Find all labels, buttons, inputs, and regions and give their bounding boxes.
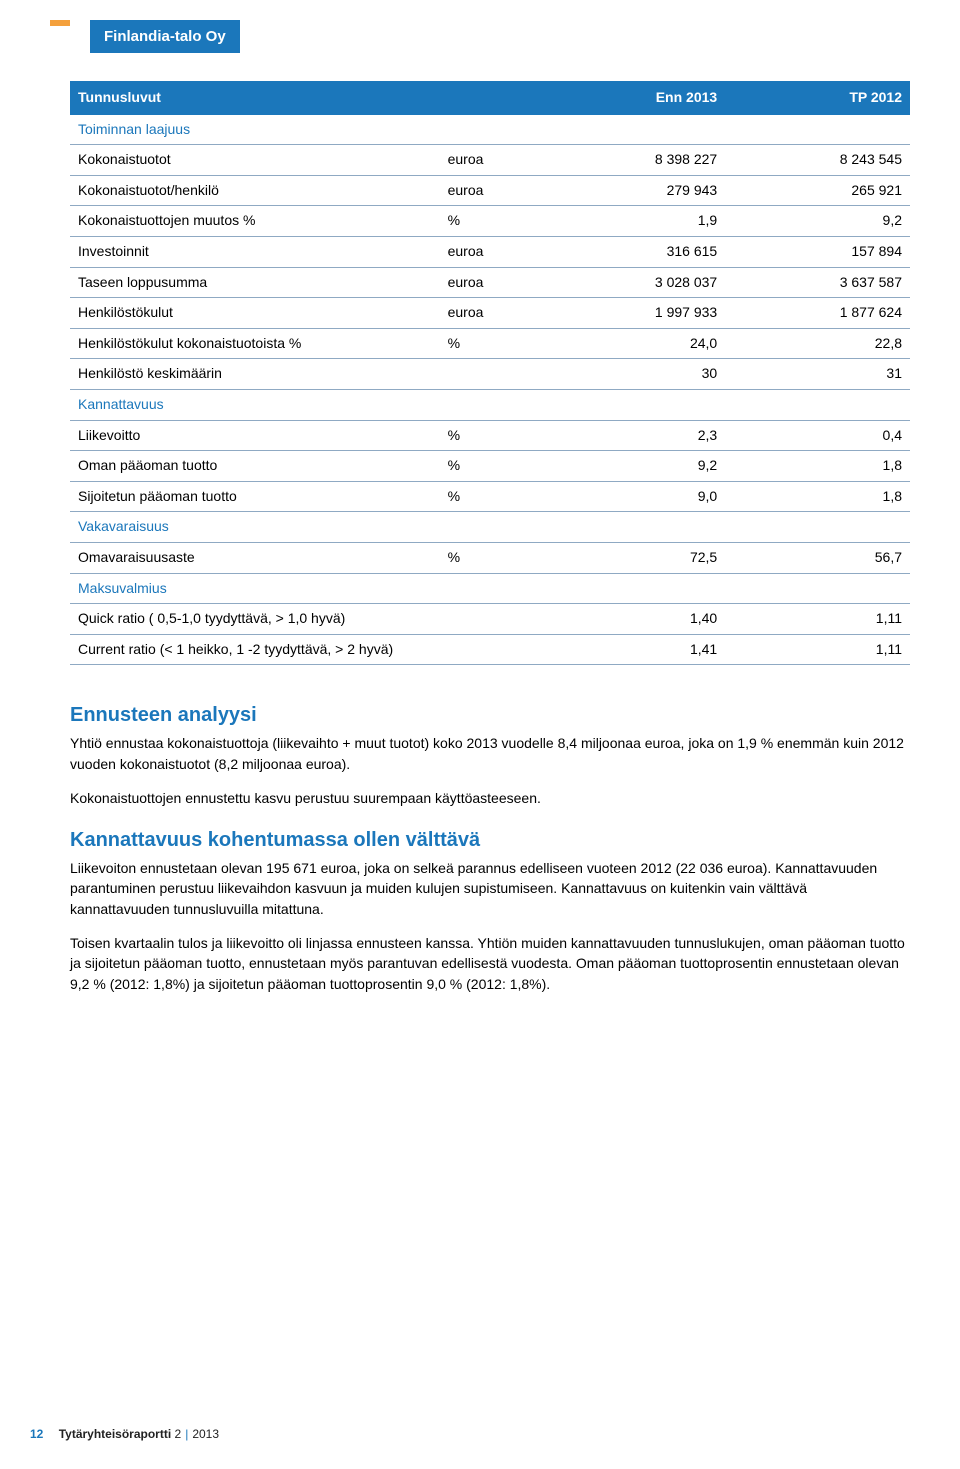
value-enn2013-cell: 72,5 — [540, 542, 725, 573]
metric-cell: Oman pääoman tuotto — [70, 451, 440, 482]
footer-report-title: Tytäryhteisöraportti — [59, 1427, 171, 1441]
unit-cell: euroa — [440, 236, 541, 267]
value-tp2012-cell: 1,8 — [725, 481, 910, 512]
analysis-heading-1: Ennusteen analyysi — [70, 701, 910, 729]
table-row: Liikevoitto%2,30,4 — [70, 420, 910, 451]
table-row: Current ratio (< 1 heikko, 1 -2 tyydyttä… — [70, 634, 910, 665]
unit-cell: % — [440, 451, 541, 482]
accent-bar — [50, 20, 70, 26]
page-footer: 12 Tytäryhteisöraportti 2| 2013 — [30, 1426, 219, 1443]
value-tp2012-cell: 56,7 — [725, 542, 910, 573]
metric-cell: Current ratio (< 1 heikko, 1 -2 tyydyttä… — [70, 634, 440, 665]
unit-cell — [440, 634, 541, 665]
value-tp2012-cell: 1,11 — [725, 634, 910, 665]
unit-cell: euroa — [440, 145, 541, 176]
table-section-title: Toiminnan laajuus — [70, 115, 910, 145]
value-tp2012-cell: 157 894 — [725, 236, 910, 267]
table-section-row: Kannattavuus — [70, 389, 910, 420]
value-enn2013-cell: 279 943 — [540, 175, 725, 206]
unit-cell: % — [440, 542, 541, 573]
value-enn2013-cell: 2,3 — [540, 420, 725, 451]
col-header-unit — [440, 81, 541, 115]
table-section-title: Kannattavuus — [70, 389, 910, 420]
metric-cell: Kokonaistuotot/henkilö — [70, 175, 440, 206]
metric-cell: Taseen loppusumma — [70, 267, 440, 298]
metric-cell: Sijoitetun pääoman tuotto — [70, 481, 440, 512]
table-row: Sijoitetun pääoman tuotto%9,01,8 — [70, 481, 910, 512]
company-header: Finlandia-talo Oy — [90, 20, 240, 53]
footer-year: 2013 — [192, 1427, 219, 1441]
value-tp2012-cell: 1 877 624 — [725, 298, 910, 329]
table-row: Kokonaistuottojen muutos %%1,99,2 — [70, 206, 910, 237]
unit-cell: % — [440, 420, 541, 451]
table-row: Oman pääoman tuotto%9,21,8 — [70, 451, 910, 482]
value-tp2012-cell: 1,8 — [725, 451, 910, 482]
value-tp2012-cell: 22,8 — [725, 328, 910, 359]
value-tp2012-cell: 3 637 587 — [725, 267, 910, 298]
value-enn2013-cell: 8 398 227 — [540, 145, 725, 176]
col-header-enn2013: Enn 2013 — [540, 81, 725, 115]
metric-cell: Omavaraisuusaste — [70, 542, 440, 573]
table-section-title: Vakavaraisuus — [70, 512, 910, 543]
table-row: Henkilöstökulut kokonaistuotoista %%24,0… — [70, 328, 910, 359]
value-tp2012-cell: 1,11 — [725, 604, 910, 635]
table-row: Kokonaistuototeuroa8 398 2278 243 545 — [70, 145, 910, 176]
footer-separator: | — [185, 1427, 188, 1441]
value-enn2013-cell: 9,2 — [540, 451, 725, 482]
value-tp2012-cell: 0,4 — [725, 420, 910, 451]
value-tp2012-cell: 265 921 — [725, 175, 910, 206]
value-tp2012-cell: 31 — [725, 359, 910, 390]
metric-cell: Henkilöstö keskimäärin — [70, 359, 440, 390]
analysis-para-1: Yhtiö ennustaa kokonaistuottoja (liikeva… — [70, 733, 910, 774]
table-section-row: Maksuvalmius — [70, 573, 910, 604]
value-tp2012-cell: 9,2 — [725, 206, 910, 237]
col-header-metric: Tunnusluvut — [70, 81, 440, 115]
metric-cell: Kokonaistuotot — [70, 145, 440, 176]
metric-cell: Investoinnit — [70, 236, 440, 267]
table-row: Kokonaistuotot/henkilöeuroa279 943265 92… — [70, 175, 910, 206]
metric-cell: Quick ratio ( 0,5-1,0 tyydyttävä, > 1,0 … — [70, 604, 440, 635]
analysis-para-2: Kokonaistuottojen ennustettu kasvu perus… — [70, 788, 910, 808]
value-enn2013-cell: 316 615 — [540, 236, 725, 267]
unit-cell — [440, 604, 541, 635]
table-row: Henkilöstökuluteuroa1 997 9331 877 624 — [70, 298, 910, 329]
footer-issue: 2 — [175, 1427, 182, 1441]
analysis-para-3: Liikevoiton ennustetaan olevan 195 671 e… — [70, 858, 910, 919]
metric-cell: Henkilöstökulut — [70, 298, 440, 329]
value-enn2013-cell: 1,9 — [540, 206, 725, 237]
table-row: Quick ratio ( 0,5-1,0 tyydyttävä, > 1,0 … — [70, 604, 910, 635]
value-enn2013-cell: 24,0 — [540, 328, 725, 359]
value-enn2013-cell: 1,41 — [540, 634, 725, 665]
unit-cell: euroa — [440, 267, 541, 298]
value-enn2013-cell: 30 — [540, 359, 725, 390]
analysis-para-4: Toisen kvartaalin tulos ja liikevoitto o… — [70, 933, 910, 994]
metric-cell: Liikevoitto — [70, 420, 440, 451]
value-enn2013-cell: 3 028 037 — [540, 267, 725, 298]
table-row: Omavaraisuusaste%72,556,7 — [70, 542, 910, 573]
unit-cell: euroa — [440, 298, 541, 329]
value-enn2013-cell: 1 997 933 — [540, 298, 725, 329]
table-section-row: Vakavaraisuus — [70, 512, 910, 543]
value-tp2012-cell: 8 243 545 — [725, 145, 910, 176]
unit-cell: % — [440, 481, 541, 512]
unit-cell: % — [440, 206, 541, 237]
table-row: Investoinniteuroa316 615157 894 — [70, 236, 910, 267]
table-row: Henkilöstö keskimäärin 3031 — [70, 359, 910, 390]
key-figures-table: Tunnusluvut Enn 2013 TP 2012 Toiminnan l… — [70, 81, 910, 665]
footer-page-number: 12 — [30, 1427, 43, 1441]
value-enn2013-cell: 1,40 — [540, 604, 725, 635]
table-row: Taseen loppusummaeuroa3 028 0373 637 587 — [70, 267, 910, 298]
unit-cell: euroa — [440, 175, 541, 206]
unit-cell: % — [440, 328, 541, 359]
col-header-tp2012: TP 2012 — [725, 81, 910, 115]
analysis-section: Ennusteen analyysi Yhtiö ennustaa kokona… — [70, 701, 910, 994]
table-section-row: Toiminnan laajuus — [70, 115, 910, 145]
table-section-title: Maksuvalmius — [70, 573, 910, 604]
metric-cell: Henkilöstökulut kokonaistuotoista % — [70, 328, 440, 359]
unit-cell — [440, 359, 541, 390]
table-header-row: Tunnusluvut Enn 2013 TP 2012 — [70, 81, 910, 115]
value-enn2013-cell: 9,0 — [540, 481, 725, 512]
metric-cell: Kokonaistuottojen muutos % — [70, 206, 440, 237]
analysis-heading-2: Kannattavuus kohentumassa ollen välttävä — [70, 826, 910, 854]
